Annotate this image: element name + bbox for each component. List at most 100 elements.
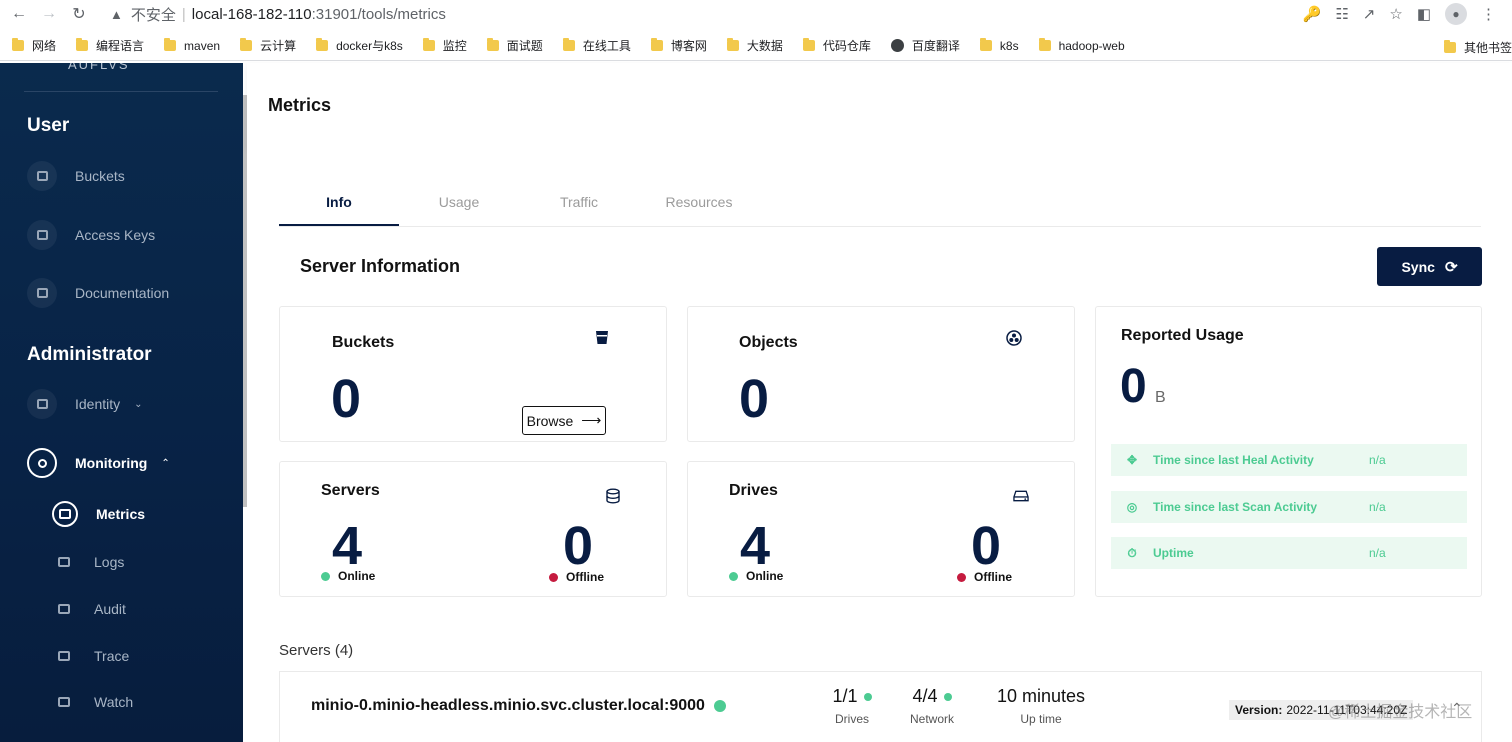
bookmark-item[interactable]: docker与k8s [316, 37, 403, 54]
scan-icon: ◎ [1126, 500, 1138, 514]
bookmark-item[interactable]: 编程语言 [76, 37, 144, 54]
tab-resources[interactable]: Resources [665, 194, 733, 210]
heal-activity-value: n/a [1369, 453, 1386, 467]
side-panel-icon[interactable]: ◧ [1416, 6, 1431, 23]
scan-activity-value: n/a [1369, 500, 1386, 514]
metrics-icon [52, 501, 78, 527]
sidebar-item-label: Metrics [96, 506, 146, 522]
folder-icon [562, 38, 575, 51]
folder-icon [76, 38, 89, 51]
sidebar-item-monitoring[interactable]: Monitoring ⌃ [27, 448, 170, 478]
star-icon[interactable]: ☆ [1389, 6, 1403, 23]
sidebar-item-access-keys[interactable]: Access Keys [27, 220, 155, 250]
bookmark-item[interactable]: hadoop-web [1038, 38, 1125, 53]
refresh-icon: ⟳ [1444, 258, 1458, 276]
sidebar-divider [24, 91, 218, 92]
translate-icon[interactable]: ☷ [1335, 6, 1349, 23]
server-version-badge: Version: 2022-11-11T03:44:20Z [1229, 700, 1414, 720]
browse-button[interactable]: Browse ⟶ [522, 406, 606, 435]
servers-online-count: 4 [332, 516, 363, 576]
warning-icon[interactable]: ▲ [110, 6, 123, 22]
servers-offline-status: Offline [549, 570, 604, 584]
reload-icon[interactable]: ↻ [72, 6, 86, 23]
sidebar-item-watch[interactable]: Watch [52, 690, 133, 714]
sidebar-item-documentation[interactable]: Documentation [27, 278, 169, 308]
drives-online-status: Online [729, 569, 783, 583]
online-dot-icon [729, 571, 738, 581]
browser-toolbar: ← → ↻ ▲ 不安全 | local-168-182-110 :31901/t… [0, 0, 1512, 28]
sync-button[interactable]: Sync ⟳ [1377, 247, 1482, 286]
folder-icon [1443, 40, 1456, 53]
sidebar-scrollbar[interactable] [243, 95, 247, 507]
bookmark-item[interactable]: 云计算 [240, 37, 296, 54]
profile-avatar-icon[interactable]: ● [1445, 3, 1467, 25]
watermark: @稀土掘金技术社区 [1328, 704, 1473, 721]
bookmark-item[interactable]: 大数据 [726, 37, 783, 54]
scan-activity-label: Time since last Scan Activity [1153, 500, 1318, 514]
drives-label: Drives [729, 482, 778, 499]
key-icon[interactable]: 🔑 [1302, 6, 1322, 23]
bookmark-item[interactable]: k8s [979, 38, 1019, 53]
tab-info[interactable]: Info [279, 185, 399, 226]
back-icon[interactable]: ← [11, 5, 27, 22]
folder-icon [422, 38, 435, 51]
chevron-up-icon: ⌃ [161, 457, 170, 469]
sidebar-item-logs[interactable]: Logs [52, 550, 124, 574]
reported-usage-label: Reported Usage [1121, 327, 1244, 344]
buckets-label: Buckets [332, 334, 395, 351]
reported-usage-card: Reported Usage 0 B ✥ Time since last Hea… [1095, 306, 1482, 597]
tab-traffic[interactable]: Traffic [559, 194, 599, 210]
server-name: minio-0.minio-headless.minio.svc.cluster… [311, 697, 726, 715]
heal-activity-label: Time since last Heal Activity [1153, 453, 1314, 467]
bookmark-item[interactable]: maven [164, 38, 220, 53]
watch-icon [52, 690, 76, 714]
address-bar[interactable]: ▲ 不安全 | local-168-182-110 :31901/tools/m… [110, 2, 1290, 26]
buckets-card: Buckets 0 Browse ⟶ [279, 306, 667, 442]
folder-icon [726, 38, 739, 51]
servers-label: Servers [321, 482, 380, 499]
tab-usage[interactable]: Usage [438, 194, 480, 210]
browser-actions: 🔑 ☷ ↗ ☆ ◧ ● ⋮ [1303, 3, 1496, 25]
forward-icon[interactable]: → [41, 5, 57, 22]
folder-icon [486, 38, 499, 51]
sidebar-item-buckets[interactable]: Buckets [27, 161, 125, 191]
sidebar-item-metrics[interactable]: Metrics [52, 501, 145, 527]
sidebar: AUFLVS User Buckets Access Keys Document… [0, 63, 243, 742]
sidebar-item-audit[interactable]: Audit [52, 597, 126, 621]
uptime-value: n/a [1369, 546, 1386, 560]
chevron-up-icon[interactable]: ⌃ [1451, 700, 1463, 716]
url-host: local-168-182-110 [191, 5, 312, 23]
server-information-title: Server Information [300, 256, 461, 276]
offline-dot-icon [957, 572, 966, 582]
bookmark-item[interactable]: 监控 [422, 37, 467, 54]
server-network-metric: 4/4 Network [909, 686, 954, 726]
bookmark-item[interactable]: 面试题 [486, 37, 543, 54]
sidebar-item-identity[interactable]: Identity ⌄ [27, 389, 143, 419]
objects-label: Objects [739, 334, 798, 351]
browse-label: Browse [526, 412, 574, 429]
other-bookmarks[interactable]: 其他书签 [1443, 39, 1512, 56]
buckets-count: 0 [331, 369, 362, 429]
sidebar-item-label: Logs [94, 554, 125, 570]
servers-online-status: Online [321, 569, 375, 583]
offline-dot-icon [549, 572, 558, 582]
timer-icon: ⏱ [1127, 545, 1137, 560]
menu-icon[interactable]: ⋮ [1481, 6, 1496, 23]
servers-list-title: Servers (4) [279, 642, 354, 659]
bookmark-item[interactable]: 百度翻译 [890, 37, 960, 54]
bookmark-item[interactable]: 网络 [12, 37, 56, 54]
objects-card: Objects 0 [687, 306, 1075, 442]
drives-card: Drives 4 Online 0 Offline [687, 461, 1075, 597]
uptime-label: Uptime [1153, 546, 1194, 560]
url-separator: | [181, 5, 186, 23]
sidebar-item-trace[interactable]: Trace [52, 644, 129, 668]
objects-icon [1006, 330, 1022, 346]
share-icon[interactable]: ↗ [1362, 6, 1376, 23]
server-row[interactable]: minio-0.minio-headless.minio.svc.cluster… [279, 671, 1482, 742]
audit-icon [52, 597, 76, 621]
bookmark-item[interactable]: 代码仓库 [802, 37, 871, 54]
bookmark-item[interactable]: 博客网 [650, 37, 707, 54]
drives-status-dot-icon [863, 692, 872, 701]
folder-icon [316, 38, 329, 51]
bookmark-item[interactable]: 在线工具 [562, 37, 631, 54]
